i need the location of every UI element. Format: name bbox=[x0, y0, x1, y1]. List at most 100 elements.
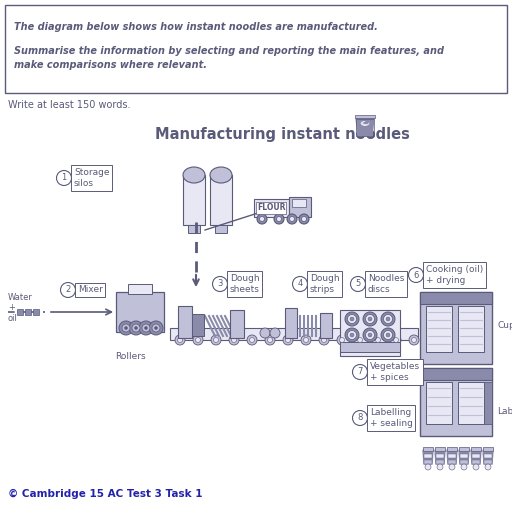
Bar bbox=[420, 368, 492, 380]
Circle shape bbox=[301, 335, 311, 345]
Circle shape bbox=[249, 338, 254, 343]
Circle shape bbox=[122, 324, 130, 332]
Bar bbox=[484, 454, 492, 458]
Polygon shape bbox=[447, 450, 457, 464]
Text: Summarise the information by selecting and reporting the main features, and: Summarise the information by selecting a… bbox=[14, 46, 444, 56]
Bar bbox=[471, 447, 481, 451]
Bar bbox=[289, 197, 311, 217]
Circle shape bbox=[425, 464, 431, 470]
Bar bbox=[320, 313, 332, 338]
Text: 4: 4 bbox=[297, 279, 303, 288]
Text: © Cambridge 15 AC Test 3 Task 1: © Cambridge 15 AC Test 3 Task 1 bbox=[8, 489, 203, 499]
Bar bbox=[458, 306, 484, 352]
Circle shape bbox=[270, 328, 280, 338]
Circle shape bbox=[366, 331, 374, 340]
Text: make comparisons where relevant.: make comparisons where relevant. bbox=[14, 60, 207, 70]
Circle shape bbox=[409, 268, 423, 282]
Bar bbox=[424, 460, 432, 464]
Bar bbox=[426, 382, 452, 424]
Circle shape bbox=[260, 328, 270, 338]
Circle shape bbox=[283, 335, 293, 345]
Polygon shape bbox=[356, 118, 374, 136]
Circle shape bbox=[449, 464, 455, 470]
Circle shape bbox=[276, 216, 282, 222]
Text: Noodles
discs: Noodles discs bbox=[368, 274, 404, 294]
Circle shape bbox=[214, 338, 219, 343]
Bar bbox=[340, 342, 400, 352]
Polygon shape bbox=[483, 450, 493, 464]
Circle shape bbox=[292, 276, 308, 292]
Circle shape bbox=[139, 321, 153, 335]
Circle shape bbox=[229, 335, 239, 345]
Text: 2: 2 bbox=[66, 285, 71, 295]
Circle shape bbox=[386, 317, 390, 321]
Text: Water
+
oil: Water + oil bbox=[8, 293, 33, 323]
Polygon shape bbox=[423, 450, 433, 464]
Text: 8: 8 bbox=[357, 414, 362, 422]
Circle shape bbox=[348, 331, 356, 340]
Bar bbox=[128, 284, 152, 294]
Circle shape bbox=[175, 335, 185, 345]
Text: Labelling
+ sealing: Labelling + sealing bbox=[370, 408, 413, 428]
Circle shape bbox=[211, 335, 221, 345]
Circle shape bbox=[247, 335, 257, 345]
Circle shape bbox=[345, 328, 359, 342]
Circle shape bbox=[289, 216, 294, 222]
Bar bbox=[192, 314, 204, 336]
Circle shape bbox=[152, 324, 160, 332]
Circle shape bbox=[135, 327, 138, 330]
Circle shape bbox=[394, 338, 398, 343]
Circle shape bbox=[193, 335, 203, 345]
Text: Labels: Labels bbox=[497, 408, 512, 416]
Bar bbox=[178, 306, 192, 338]
Text: 5: 5 bbox=[355, 279, 360, 288]
Circle shape bbox=[302, 216, 307, 222]
Circle shape bbox=[412, 338, 416, 343]
Bar bbox=[420, 292, 492, 364]
Bar bbox=[420, 368, 492, 436]
Circle shape bbox=[345, 312, 359, 326]
Bar bbox=[210, 175, 232, 225]
Bar bbox=[484, 382, 492, 424]
Circle shape bbox=[383, 314, 393, 323]
Circle shape bbox=[132, 324, 140, 332]
Circle shape bbox=[286, 338, 290, 343]
Circle shape bbox=[274, 214, 284, 224]
Text: The diagram below shows how instant noodles are manufactured.: The diagram below shows how instant nood… bbox=[14, 22, 378, 32]
Bar bbox=[340, 310, 400, 356]
Circle shape bbox=[383, 331, 393, 340]
Circle shape bbox=[304, 338, 309, 343]
Bar bbox=[460, 460, 468, 464]
Circle shape bbox=[319, 335, 329, 345]
Circle shape bbox=[129, 321, 143, 335]
Circle shape bbox=[485, 464, 491, 470]
Bar bbox=[484, 460, 492, 464]
Polygon shape bbox=[471, 450, 481, 464]
Circle shape bbox=[373, 335, 383, 345]
Bar bbox=[215, 225, 227, 233]
Circle shape bbox=[409, 335, 419, 345]
Text: 6: 6 bbox=[413, 271, 419, 279]
Bar bbox=[116, 292, 164, 332]
Text: Vegetables
+ spices: Vegetables + spices bbox=[370, 362, 420, 382]
Circle shape bbox=[257, 214, 267, 224]
Bar bbox=[460, 454, 468, 458]
Bar bbox=[424, 454, 432, 458]
Bar bbox=[459, 447, 469, 451]
Polygon shape bbox=[459, 450, 469, 464]
Circle shape bbox=[375, 338, 380, 343]
Circle shape bbox=[437, 464, 443, 470]
Circle shape bbox=[260, 216, 265, 222]
Circle shape bbox=[339, 338, 345, 343]
Circle shape bbox=[381, 328, 395, 342]
Circle shape bbox=[299, 214, 309, 224]
Bar bbox=[188, 225, 200, 233]
Bar bbox=[483, 447, 493, 451]
Circle shape bbox=[357, 338, 362, 343]
Bar bbox=[420, 292, 492, 304]
Circle shape bbox=[149, 321, 163, 335]
Circle shape bbox=[352, 411, 368, 425]
Bar bbox=[448, 454, 456, 458]
Bar bbox=[355, 115, 375, 118]
Bar bbox=[458, 382, 484, 424]
